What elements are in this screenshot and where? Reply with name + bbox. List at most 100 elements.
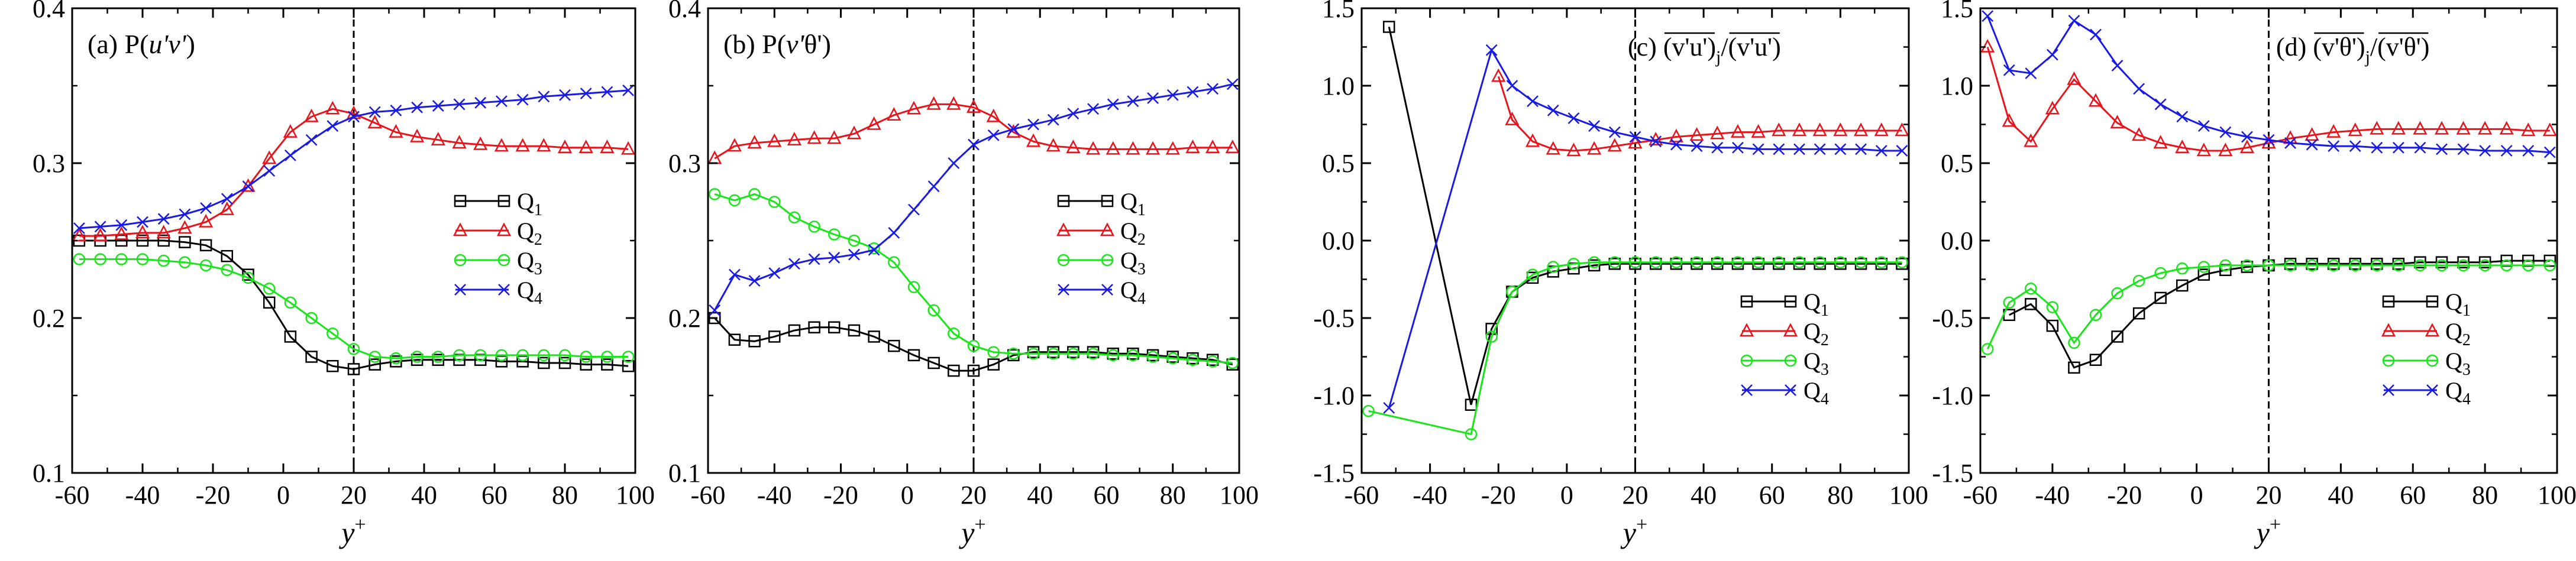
data-point-q4 xyxy=(2197,120,2210,132)
data-point-q4 xyxy=(2371,141,2383,154)
data-point-q4 xyxy=(305,134,318,146)
chart-panel-2: -60 -40 -20 0 20 40 60 80 100 0.1 0.2 0.3 0.4 y+ (b) P… xyxy=(668,0,1259,549)
legend-marker-q1 xyxy=(1057,194,1070,207)
data-point-q4 xyxy=(1650,135,1662,148)
data-point-q4 xyxy=(622,84,634,96)
data-point-q2 xyxy=(2110,115,2125,129)
legend-marker-q4 xyxy=(1741,384,1753,396)
legend-label-q1: Q1 xyxy=(1120,188,1146,219)
legend-label-q2: Q2 xyxy=(1120,218,1146,249)
data-point-q1 xyxy=(136,234,149,247)
data-point-q4 xyxy=(2068,15,2080,27)
data-point-q2 xyxy=(1772,122,1786,137)
data-point-q4 xyxy=(908,203,920,216)
data-point-q3 xyxy=(369,351,381,363)
data-point-q1 xyxy=(1485,323,1498,335)
data-point-q2 xyxy=(2434,121,2449,135)
data-point-q1 xyxy=(748,335,761,348)
data-point-q3 xyxy=(1875,256,1887,268)
y-tick-label: -0.5 xyxy=(1313,304,1355,333)
data-point-q1 xyxy=(2197,268,2210,281)
data-point-q3 xyxy=(967,339,980,352)
data-point-q3 xyxy=(474,349,487,362)
legend-marker-q4 xyxy=(1785,384,1796,396)
data-point-q4 xyxy=(1506,80,1518,92)
data-point-q4 xyxy=(1855,143,1867,155)
legend-label-q3: Q3 xyxy=(2445,348,2471,379)
data-point-q3 xyxy=(1087,348,1100,360)
data-point-q4 xyxy=(2479,145,2491,157)
x-tick-label: 0 xyxy=(901,481,914,510)
x-tick-label: -40 xyxy=(2035,481,2070,510)
data-point-q2 xyxy=(887,107,901,121)
data-point-q2 xyxy=(2196,142,2211,157)
data-point-q2 xyxy=(926,96,941,110)
data-point-q2 xyxy=(114,226,129,240)
data-point-q4 xyxy=(1485,44,1498,56)
legend-marker-q4 xyxy=(498,284,510,296)
data-point-q3 xyxy=(728,194,741,207)
x-tick-label: 80 xyxy=(1827,481,1853,510)
legend-label-q3: Q3 xyxy=(1803,348,1829,379)
data-point-q4 xyxy=(1752,143,1764,155)
y-tick-label: -0.5 xyxy=(1932,304,1973,333)
data-point-q4 xyxy=(2263,134,2275,146)
data-point-q3 xyxy=(305,312,318,325)
data-point-q1 xyxy=(580,358,592,371)
data-point-q2 xyxy=(1491,68,1506,82)
legend-label-q2: Q2 xyxy=(2445,318,2471,349)
data-point-q3 xyxy=(2068,336,2080,349)
data-point-q3 xyxy=(1206,355,1219,368)
data-point-q2 xyxy=(1505,111,1520,125)
data-point-q2 xyxy=(557,140,573,154)
data-point-q3 xyxy=(1773,256,1785,268)
data-point-q4 xyxy=(1691,140,1703,153)
data-point-q3 xyxy=(1711,256,1724,268)
data-point-q1 xyxy=(907,349,920,362)
data-point-q3 xyxy=(1362,404,1375,417)
legend-label-q3: Q3 xyxy=(517,247,542,278)
data-point-q4 xyxy=(788,258,800,270)
series-line-q2 xyxy=(1986,47,2550,152)
data-point-q3 xyxy=(2219,259,2232,272)
data-point-q1 xyxy=(432,354,445,366)
data-point-q3 xyxy=(1670,256,1683,268)
legend-marker-q4 xyxy=(2383,384,2394,396)
data-point-q2 xyxy=(906,100,922,115)
data-point-q3 xyxy=(1187,354,1199,366)
data-point-q2 xyxy=(2348,122,2362,137)
data-point-q1 xyxy=(2132,307,2145,320)
data-point-q4 xyxy=(1670,138,1682,151)
x-tick-label: 100 xyxy=(1889,481,1928,510)
data-point-q2 xyxy=(1853,122,1869,137)
legend-marker-q3 xyxy=(2426,354,2439,367)
data-point-q1 xyxy=(2435,256,2448,268)
data-point-q4 xyxy=(1732,141,1744,154)
data-point-q3 xyxy=(242,271,254,284)
data-point-q4 xyxy=(263,165,276,177)
y-tick-label: 1.5 xyxy=(1322,0,1355,23)
data-point-q3 xyxy=(622,351,635,363)
data-point-q1 xyxy=(390,355,402,368)
data-point-q4 xyxy=(1773,143,1785,155)
legend-marker-q2 xyxy=(1739,323,1754,337)
data-point-q4 xyxy=(948,157,960,169)
data-point-q3 xyxy=(1485,330,1498,343)
data-point-q4 xyxy=(2046,48,2058,61)
x-tick-label: -40 xyxy=(1413,481,1447,510)
data-point-q2 xyxy=(1525,133,1540,147)
data-point-q2 xyxy=(1895,122,1909,137)
chart-panel-1: -60 -40 -20 0 20 40 60 80 100 0.1 0.2 0.3 0.4 y+ (a) P… xyxy=(33,0,655,549)
data-point-q3 xyxy=(907,281,920,293)
data-point-q3 xyxy=(2111,287,2123,300)
data-point-q4 xyxy=(2436,143,2448,155)
data-point-q2 xyxy=(1146,141,1161,155)
x-tick-label: 20 xyxy=(2256,481,2282,510)
data-point-q4 xyxy=(2090,28,2102,41)
x-tick-label: -60 xyxy=(55,481,90,510)
legend-label-q4: Q4 xyxy=(517,277,542,308)
data-point-q2 xyxy=(1710,125,1725,140)
data-point-q4 xyxy=(137,216,148,228)
data-point-q3 xyxy=(2543,259,2556,272)
data-point-q3 xyxy=(221,264,234,277)
